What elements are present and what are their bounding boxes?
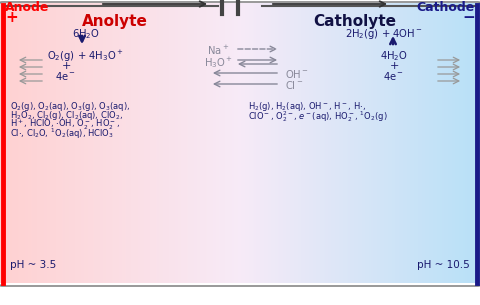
Text: Anolyte: Anolyte <box>82 14 148 29</box>
Text: H$_2$O$_2$, Cl$_2$(g), Cl$_2$(aq), ClO$_2$,: H$_2$O$_2$, Cl$_2$(g), Cl$_2$(aq), ClO$_… <box>10 109 123 122</box>
Text: Cl$\cdot$, Cl$_2$O, $^1$O$_2$(aq), HClO$_3$: Cl$\cdot$, Cl$_2$O, $^1$O$_2$(aq), HClO$… <box>10 127 114 142</box>
Text: Cathode: Cathode <box>417 1 475 14</box>
Text: pH ~ 3.5: pH ~ 3.5 <box>10 260 56 270</box>
Text: e$^-\!\rightarrow$: e$^-\!\rightarrow$ <box>126 0 154 2</box>
Text: H$_3$O$^+$: H$_3$O$^+$ <box>204 55 233 70</box>
Text: Na$^+$: Na$^+$ <box>207 44 229 57</box>
Text: H$^+$, HClO, $\cdot$OH, O$_2^-$, HO$_2^-$,: H$^+$, HClO, $\cdot$OH, O$_2^-$, HO$_2^-… <box>10 118 120 132</box>
Text: 4e$^-$: 4e$^-$ <box>55 70 76 82</box>
Text: H$_2$(g), H$_2$(aq), OH$^-$, H$^-$, H$\cdot$,: H$_2$(g), H$_2$(aq), OH$^-$, H$^-$, H$\c… <box>248 100 366 113</box>
Text: OH$^-$: OH$^-$ <box>285 68 309 80</box>
Text: O$_2$(g), O$_2$(aq), O$_3$(g), O$_3$(aq),: O$_2$(g), O$_2$(aq), O$_3$(g), O$_3$(aq)… <box>10 100 130 113</box>
Text: 6H$_2$O: 6H$_2$O <box>72 27 100 41</box>
Text: +: + <box>62 61 72 71</box>
Text: +: + <box>390 61 399 71</box>
Text: Cl$^-$: Cl$^-$ <box>285 79 303 91</box>
Text: Catholyte: Catholyte <box>313 14 396 29</box>
Text: Anode: Anode <box>5 1 49 14</box>
Text: ClO$^-$, O$_2^{2-}$, $\it{e}^-$(aq), HO$_2^-$, $^1$O$_2$(g): ClO$^-$, O$_2^{2-}$, $\it{e}^-$(aq), HO$… <box>248 109 388 124</box>
Text: pH ~ 10.5: pH ~ 10.5 <box>417 260 470 270</box>
Text: 4H$_2$O: 4H$_2$O <box>380 49 408 63</box>
Text: 2H$_2$(g) + 4OH$^-$: 2H$_2$(g) + 4OH$^-$ <box>345 27 423 41</box>
Text: +: + <box>5 10 18 25</box>
Text: O$_2$(g) + 4H$_3$O$^+$: O$_2$(g) + 4H$_3$O$^+$ <box>47 49 124 64</box>
Text: e$^-\!\rightarrow$: e$^-\!\rightarrow$ <box>316 0 344 2</box>
Text: 4e$^-$: 4e$^-$ <box>383 70 404 82</box>
Text: −: − <box>462 10 475 25</box>
